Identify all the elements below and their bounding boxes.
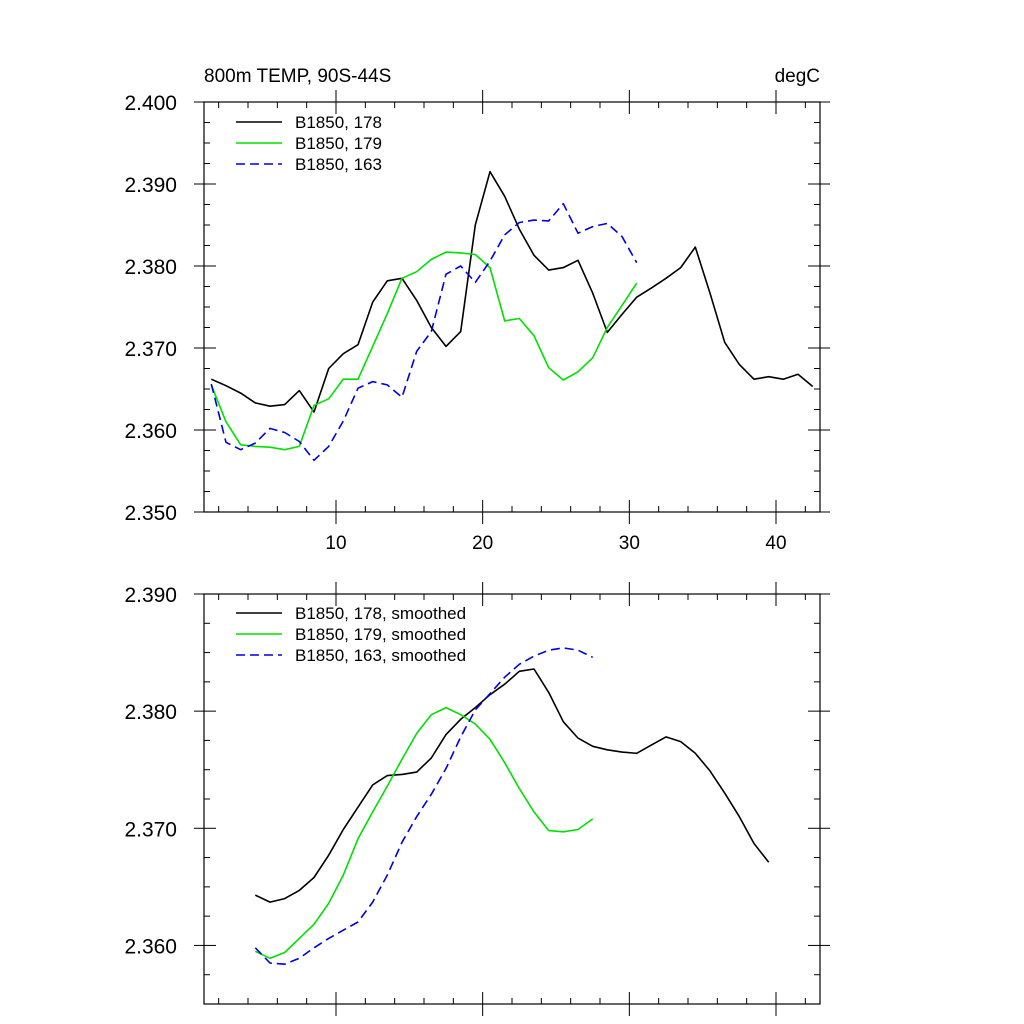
series-line-3 bbox=[254, 647, 594, 966]
legend-label: B1850, 178 bbox=[295, 113, 382, 132]
y-tick-label: 2.400 bbox=[124, 92, 177, 115]
series-line-1 bbox=[254, 668, 770, 903]
legend-label: B1850, 179, smoothed bbox=[295, 625, 466, 644]
series-line-1 bbox=[210, 170, 814, 413]
y-tick-label: 2.370 bbox=[124, 338, 177, 361]
legend-label: B1850, 163 bbox=[295, 155, 382, 174]
y-tick-label: 2.350 bbox=[124, 502, 177, 525]
x-tick-label: 40 bbox=[765, 533, 786, 554]
series-line-3 bbox=[210, 202, 638, 462]
legend-label: B1850, 179 bbox=[295, 134, 382, 153]
series-line-2 bbox=[254, 706, 594, 960]
legend-label: B1850, 178, smoothed bbox=[295, 604, 466, 623]
axis-ticks: 10 20 30 40 2.350 2.360 2.370 2.380 2.390 2.400 bbox=[124, 90, 830, 554]
y-tick-label: 2.380 bbox=[124, 701, 177, 724]
chart-title: 800m TEMP, 90S-44S bbox=[204, 66, 391, 87]
legend: B1850, 178, smoothed B1850, 179, smoothed… bbox=[236, 604, 466, 665]
axis-ticks: 2.360 2.370 2.380 2.390 bbox=[124, 582, 830, 1016]
top-panel: 800m TEMP, 90S-44S degC 10 20 30 40 2.350 2.3… bbox=[124, 66, 830, 554]
x-tick-label: 10 bbox=[325, 533, 346, 554]
chart-units: degC bbox=[775, 66, 820, 87]
y-tick-label: 2.370 bbox=[124, 818, 177, 841]
y-tick-label: 2.360 bbox=[124, 935, 177, 958]
bottom-panel: 2.360 2.370 2.380 2.390 B1850, 178, smoothe… bbox=[124, 582, 830, 1016]
series-lines bbox=[210, 170, 814, 462]
x-tick-label: 30 bbox=[619, 533, 640, 554]
legend-label: B1850, 163, smoothed bbox=[295, 646, 466, 665]
x-tick-label: 20 bbox=[472, 533, 493, 554]
y-tick-label: 2.380 bbox=[124, 256, 177, 279]
legend: B1850, 178 B1850, 179 B1850, 163 bbox=[236, 113, 382, 174]
series-line-2 bbox=[210, 251, 638, 451]
y-tick-label: 2.390 bbox=[124, 584, 177, 607]
y-tick-label: 2.390 bbox=[124, 174, 177, 197]
series-lines bbox=[254, 647, 770, 966]
y-tick-label: 2.360 bbox=[124, 420, 177, 443]
